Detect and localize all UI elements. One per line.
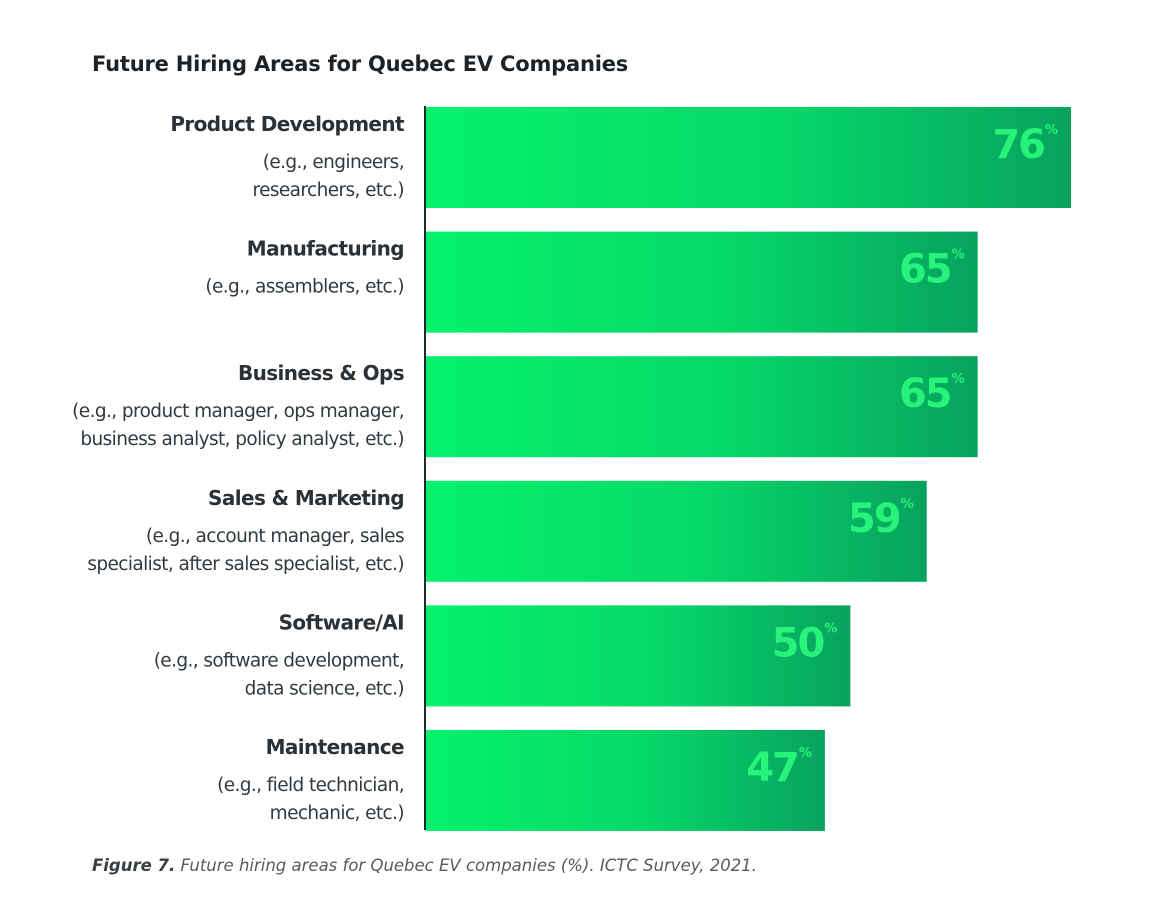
- bar-5: [426, 730, 825, 831]
- category-desc-2-0: (e.g., product manager, ops manager,: [72, 401, 404, 422]
- value-unit-1: %: [952, 248, 965, 263]
- category-label-5: Maintenance: [266, 735, 404, 759]
- value-label-1: 65: [899, 247, 951, 293]
- category-desc-0-0: (e.g., engineers,: [263, 152, 404, 173]
- category-desc-3-0: (e.g., account manager, sales: [146, 526, 404, 547]
- category-desc-1-0: (e.g., assemblers, etc.): [205, 277, 404, 298]
- category-desc-5-1: mechanic, etc.): [270, 803, 404, 824]
- category-desc-3-1: specialist, after sales specialist, etc.…: [87, 554, 404, 575]
- category-desc-2-1: business analyst, policy analyst, etc.): [80, 429, 404, 450]
- value-label-2: 65: [899, 371, 951, 417]
- bar-2: [426, 356, 978, 458]
- category-label-2: Business & Ops: [238, 361, 404, 385]
- category-label-0: Product Development: [170, 112, 405, 136]
- category-desc-4-0: (e.g., software development,: [154, 650, 404, 671]
- bar-0: [426, 107, 1072, 208]
- value-label-5: 47: [746, 745, 798, 791]
- value-unit-4: %: [824, 621, 837, 636]
- category-desc-4-1: data science, etc.): [245, 678, 404, 699]
- figure-caption-text: Future hiring areas for Quebec EV compan…: [175, 856, 757, 875]
- chart-title: Future Hiring Areas for Quebec EV Compan…: [92, 52, 629, 76]
- category-label-4: Software/AI: [279, 610, 404, 634]
- category-label-3: Sales & Marketing: [208, 486, 404, 510]
- value-unit-5: %: [799, 746, 812, 761]
- bar-1: [426, 231, 978, 333]
- category-desc-5-0: (e.g., field technician,: [217, 775, 404, 796]
- bar-3: [426, 480, 927, 582]
- value-label-0: 76: [992, 122, 1044, 168]
- value-label-4: 50: [772, 620, 824, 666]
- category-label-1: Manufacturing: [247, 237, 404, 261]
- value-unit-3: %: [901, 497, 914, 512]
- category-desc-0-1: researchers, etc.): [252, 180, 404, 201]
- figure-caption-label: Figure 7.: [92, 856, 176, 875]
- figure-caption: Figure 7. Future hiring areas for Quebec…: [92, 856, 757, 875]
- value-label-3: 59: [848, 496, 900, 542]
- value-unit-2: %: [952, 372, 965, 387]
- value-unit-0: %: [1045, 123, 1058, 138]
- bar-4: [426, 605, 851, 707]
